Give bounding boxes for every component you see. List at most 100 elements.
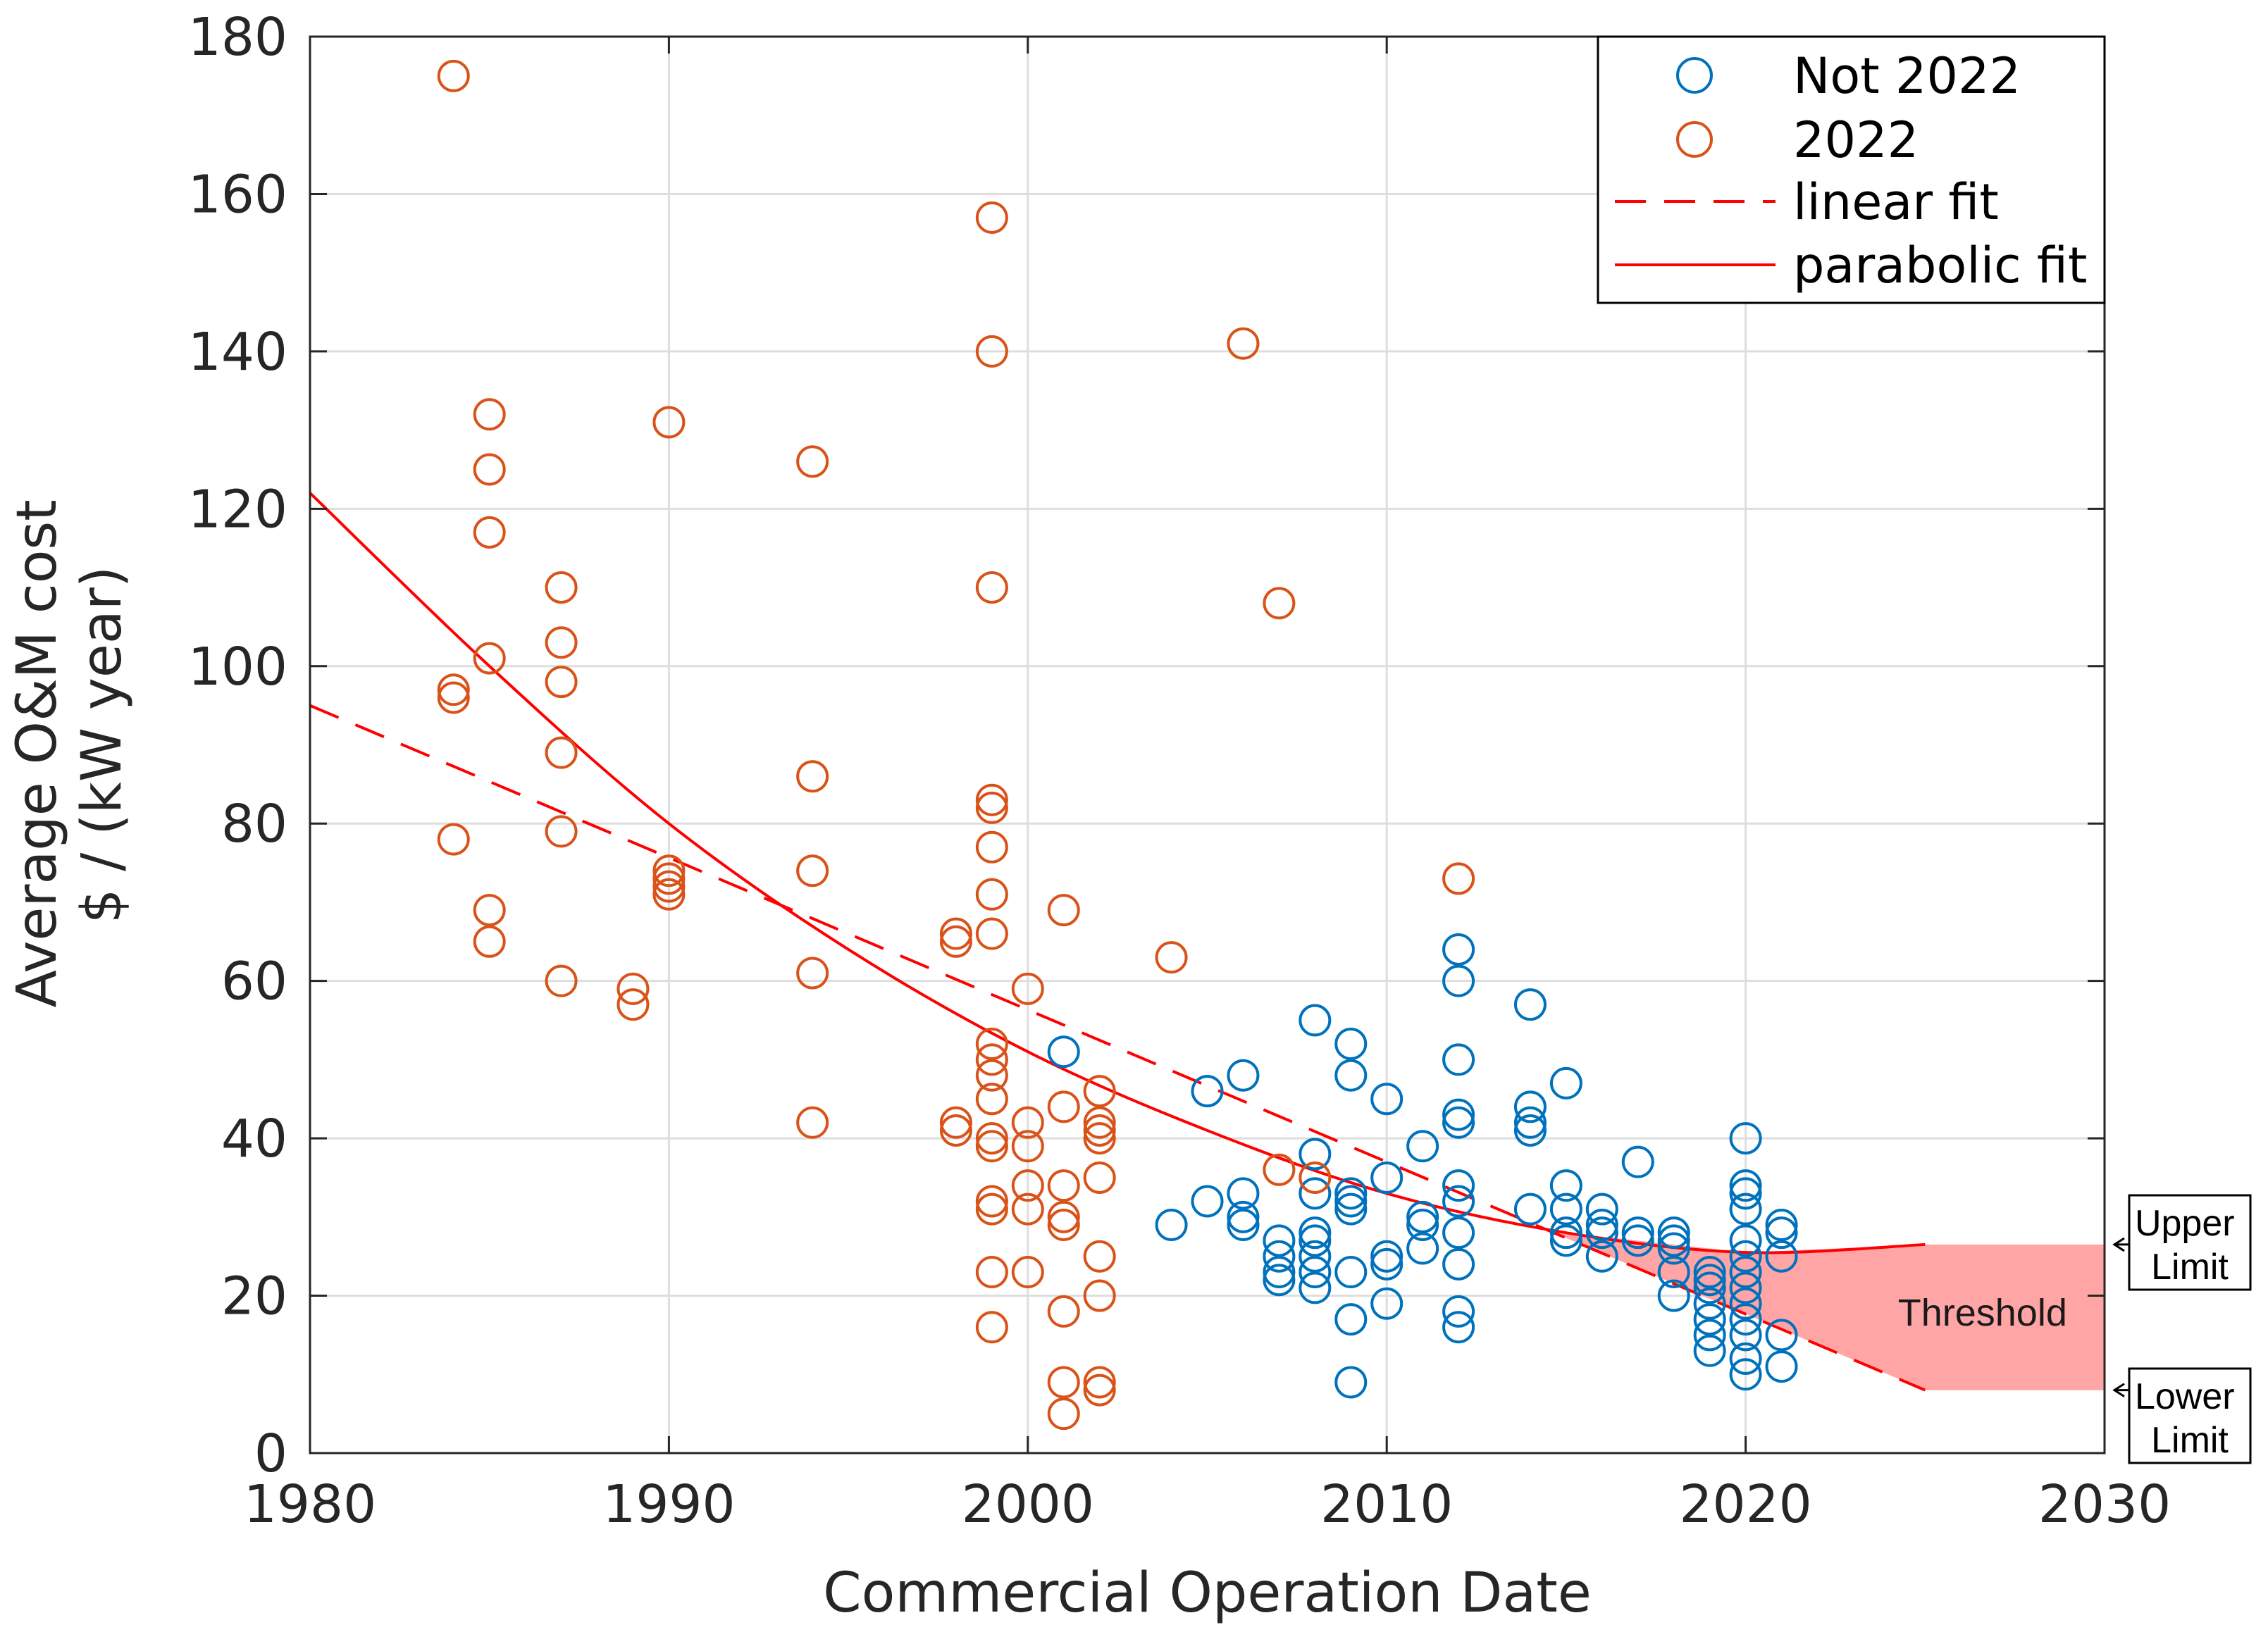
point-2022-51 xyxy=(1011,1106,1044,1139)
point-2022-17 xyxy=(616,988,650,1021)
point-not-2022-63 xyxy=(1621,1216,1654,1250)
point-not-2022-38 xyxy=(1442,964,1475,997)
point-2022-38 xyxy=(975,878,1008,911)
point-not-2022-78 xyxy=(1729,1169,1762,1202)
point-2022-45 xyxy=(975,1130,1008,1163)
point-2022-26 xyxy=(796,957,829,990)
point-not-2022-14 xyxy=(1299,1177,1332,1210)
point-2022-1 xyxy=(437,673,470,706)
y-tick-label-140: 140 xyxy=(188,322,287,382)
point-2022-18 xyxy=(652,406,686,439)
point-not-2022-27 xyxy=(1334,1366,1368,1399)
y-axis-title-line-1: Average O&M cost xyxy=(6,499,69,1007)
point-2022-52 xyxy=(1011,1130,1044,1163)
point-2022-29 xyxy=(939,925,972,958)
point-2022-49 xyxy=(975,1311,1008,1344)
point-not-2022-8 xyxy=(1263,1224,1296,1257)
point-not-2022-91 xyxy=(1765,1216,1798,1250)
point-2022-39 xyxy=(975,917,1008,950)
upper-limit-label-line-2: Limit xyxy=(2151,1247,2229,1288)
point-2022-59 xyxy=(1047,1200,1080,1233)
point-2022-31 xyxy=(939,1114,972,1147)
upper-limit-annotation: Upper Limit xyxy=(2112,1194,2252,1291)
upper-limit-box xyxy=(2128,1194,2252,1291)
legend-label-not-2022: Not 2022 xyxy=(1793,47,2021,105)
point-not-2022-69 xyxy=(1657,1279,1690,1312)
point-not-2022-6 xyxy=(1227,1200,1260,1233)
y-tick-label-60: 60 xyxy=(221,952,287,1012)
y-tick-label-0: 0 xyxy=(254,1424,287,1484)
svg-text:Lower Limit: Lower Limit xyxy=(2135,1376,2245,1461)
point-not-2022-75 xyxy=(1693,1319,1726,1352)
point-2022-4 xyxy=(473,398,506,431)
point-not-2022-50 xyxy=(1513,1106,1547,1139)
point-2022-71 xyxy=(1083,1366,1116,1399)
legend-marker-not-2022 xyxy=(1676,57,1713,94)
axis-ticks xyxy=(309,35,2106,1455)
point-2022-16 xyxy=(616,972,650,1005)
point-2022-14 xyxy=(545,815,578,848)
point-2022-54 xyxy=(1011,1192,1044,1226)
point-not-2022-66 xyxy=(1657,1224,1690,1257)
point-2022-77 xyxy=(1299,1161,1332,1194)
point-not-2022-37 xyxy=(1442,933,1475,966)
point-2022-48 xyxy=(975,1256,1008,1289)
point-not-2022-41 xyxy=(1442,1106,1475,1139)
point-not-2022-64 xyxy=(1621,1224,1654,1257)
point-not-2022-53 xyxy=(1549,1066,1582,1100)
x-tick-labels: 1980 1990 2000 2010 2020 2030 xyxy=(244,1474,2171,1535)
y-tick-labels: 0 20 40 60 80 100 120 140 160 180 xyxy=(188,7,287,1484)
point-2022-47 xyxy=(975,1192,1008,1226)
point-not-2022-31 xyxy=(1370,1247,1403,1281)
point-2022-36 xyxy=(975,791,1008,824)
point-not-2022-60 xyxy=(1585,1216,1618,1250)
point-not-2022-51 xyxy=(1513,1114,1547,1147)
lower-limit-arrow xyxy=(2112,1383,2129,1397)
point-not-2022-18 xyxy=(1299,1256,1332,1289)
point-2022-53 xyxy=(1011,1169,1044,1202)
threshold-band xyxy=(1540,1227,2105,1390)
y-tick-label-180: 180 xyxy=(188,7,287,68)
point-2022-13 xyxy=(545,736,578,769)
point-2022-24 xyxy=(796,760,829,793)
point-2022-22 xyxy=(652,878,686,911)
point-2022-15 xyxy=(545,964,578,997)
point-2022-43 xyxy=(975,1083,1008,1116)
point-not-2022-15 xyxy=(1299,1216,1332,1250)
point-2022-19 xyxy=(652,854,686,887)
point-not-2022-68 xyxy=(1657,1256,1690,1289)
x-tick-label-2030: 2030 xyxy=(2038,1474,2171,1535)
point-not-2022-57 xyxy=(1549,1224,1582,1257)
lower-limit-annotation: Lower Limit xyxy=(2112,1367,2252,1464)
point-2022-75 xyxy=(1263,587,1296,620)
point-2022-33 xyxy=(975,335,1008,368)
point-2022-44 xyxy=(975,1122,1008,1155)
point-not-2022-26 xyxy=(1334,1303,1368,1336)
y-tick-label-120: 120 xyxy=(188,479,287,540)
point-not-2022-70 xyxy=(1693,1256,1726,1289)
point-not-2022-40 xyxy=(1442,1098,1475,1131)
point-not-2022-0 xyxy=(1047,1035,1080,1069)
point-2022-6 xyxy=(473,516,506,549)
point-not-2022-54 xyxy=(1549,1169,1582,1202)
point-2022-9 xyxy=(473,925,506,958)
point-2022-55 xyxy=(1011,1256,1044,1289)
lower-limit-label-line-2: Limit xyxy=(2151,1420,2229,1461)
x-tick-label-1990: 1990 xyxy=(602,1474,735,1535)
point-not-2022-82 xyxy=(1729,1240,1762,1273)
point-2022-62 xyxy=(1047,1366,1080,1399)
y-tick-label-160: 160 xyxy=(188,164,287,225)
point-not-2022-61 xyxy=(1585,1240,1618,1273)
threshold-region xyxy=(1540,1227,2105,1390)
point-not-2022-48 xyxy=(1513,988,1547,1021)
point-2022-66 xyxy=(1083,1114,1116,1147)
point-not-2022-52 xyxy=(1513,1192,1547,1226)
point-not-2022-12 xyxy=(1299,1004,1332,1037)
point-not-2022-81 xyxy=(1729,1224,1762,1257)
point-2022-58 xyxy=(1047,1169,1080,1202)
point-not-2022-74 xyxy=(1693,1303,1726,1336)
data-points xyxy=(437,59,1798,1431)
point-2022-35 xyxy=(975,783,1008,816)
y-tick-label-40: 40 xyxy=(221,1109,287,1169)
legend-marker-2022 xyxy=(1676,121,1713,158)
